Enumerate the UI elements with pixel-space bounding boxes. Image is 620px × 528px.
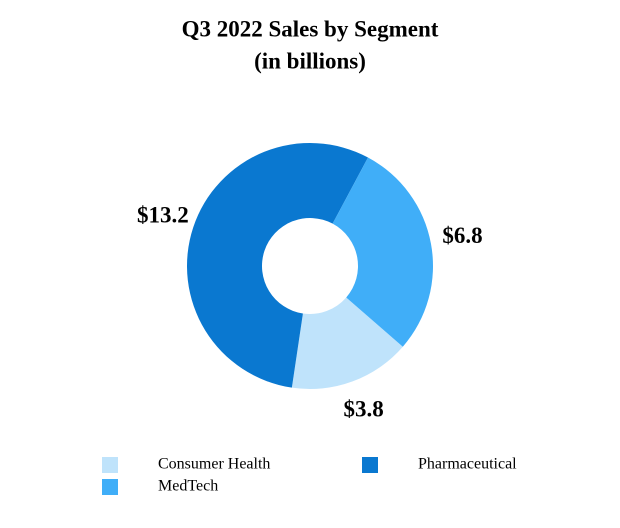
value-label: $6.8	[442, 223, 482, 248]
legend-swatch	[362, 457, 378, 473]
donut-slice	[291, 297, 403, 389]
value-label: $13.2	[137, 203, 189, 228]
donut-slice	[186, 142, 369, 388]
legend-swatch	[102, 479, 118, 495]
donut-slice	[332, 157, 433, 347]
legend-label: Consumer Health	[158, 456, 270, 473]
legend-label: MedTech	[158, 478, 218, 495]
value-label: $3.8	[344, 397, 384, 422]
legend-label: Pharmaceutical	[418, 456, 517, 473]
chart-subtitle: (in billions)	[254, 48, 366, 73]
legend-swatch	[102, 457, 118, 473]
chart-title: Q3 2022 Sales by Segment	[182, 16, 439, 41]
